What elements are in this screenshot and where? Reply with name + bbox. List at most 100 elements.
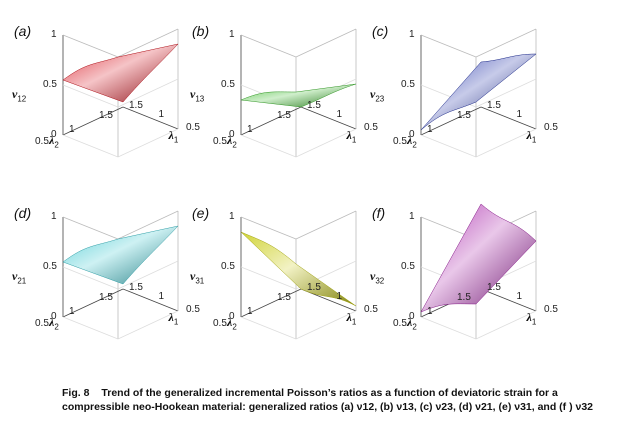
axis-line (62, 34, 119, 58)
lambda1-tick-label: 1 (516, 291, 523, 302)
axis-line (295, 28, 357, 58)
surface (62, 43, 179, 103)
lambda2-axis-label: λ2 (407, 315, 417, 332)
lambda2-tick-label: 0.5 (213, 136, 227, 147)
lambda1-tick-label: 0.5 (364, 122, 378, 133)
lambda2-tick-label: 1 (69, 306, 75, 317)
axis-line (300, 106, 357, 130)
lambda2-tick-label: 1 (247, 124, 253, 135)
surface (62, 225, 179, 285)
axis-line (475, 78, 537, 108)
z-tick-label: 0 (51, 129, 57, 140)
axis-line (62, 106, 124, 136)
lambda2-tick-label: 1.5 (277, 110, 291, 121)
axis-line (62, 216, 119, 240)
axis-line (240, 106, 302, 136)
axis-line (117, 260, 179, 290)
lambda2-tick-label: 1.5 (99, 110, 113, 121)
z-axis-label-subscript: 31 (195, 276, 205, 286)
surface (420, 53, 537, 131)
lambda2-axis-label: λ2 (227, 133, 237, 150)
axis-line (480, 106, 537, 130)
lambda2-tick-label: 0.5 (35, 318, 49, 329)
lambda2-tick-label: 1 (247, 306, 253, 317)
lambda1-tick-label: 0.5 (544, 122, 558, 133)
z-tick-label: 1 (51, 29, 57, 40)
panel-a: (a) ν12 0 0.5 1 0.5 1 1.5 1.5 1 0.5 λ2 λ1 (12, 23, 233, 205)
lambda2-subscript: 2 (54, 140, 59, 150)
axis-line (240, 288, 302, 318)
lambda2-subscript: 2 (412, 140, 417, 150)
axis-line (62, 134, 119, 158)
z-tick-label: 0.5 (43, 79, 57, 90)
lambda1-axis-label: λ1 (346, 310, 357, 327)
z-tick-label: 0.5 (401, 79, 415, 90)
lambda1-axis-label: λ1 (346, 128, 357, 145)
surface-plot (62, 210, 179, 340)
lambda1-subscript: 1 (531, 317, 537, 327)
panel-e: (e) ν31 0 0.5 1 0.5 1 1.5 1.5 1 0.5 λ2 λ1 (190, 205, 411, 387)
axis-line (62, 288, 124, 318)
lambda1-axis-label: λ1 (526, 128, 537, 145)
lambda1-tick-label: 1.5 (307, 100, 321, 111)
lambda1-tick-label: 0.5 (544, 304, 558, 315)
lambda2-subscript: 2 (232, 322, 237, 332)
z-axis-label: ν23 (370, 87, 385, 104)
lambda2-tick-label: 1 (427, 306, 433, 317)
axis-line (122, 288, 179, 312)
axis-line (62, 316, 119, 340)
lambda1-subscript: 1 (173, 135, 179, 145)
axis-line (420, 34, 477, 58)
axis-line (420, 134, 477, 158)
lambda1-subscript: 1 (351, 135, 357, 145)
lambda1-tick-label: 1.5 (307, 282, 321, 293)
lambda2-tick-label: 1.5 (277, 292, 291, 303)
panel-f: (f) ν32 0 0.5 1 0.5 1 1.5 1.5 1 0.5 λ2 λ1 (370, 203, 591, 387)
axis-line (240, 316, 297, 340)
lambda2-subscript: 2 (412, 322, 417, 332)
z-axis-label: ν31 (190, 269, 205, 286)
axis-line (62, 84, 119, 108)
axis-line (117, 210, 179, 240)
surface (420, 203, 537, 313)
lambda2-axis-label: λ2 (49, 315, 59, 332)
lambda2-axis-label: λ2 (49, 133, 59, 150)
lambda1-tick-label: 1.5 (129, 282, 143, 293)
lambda1-tick-label: 0.5 (364, 304, 378, 315)
axis-line (122, 106, 179, 130)
z-tick-label: 1 (229, 211, 235, 222)
axis-line (240, 34, 297, 58)
panel-d: (d) ν21 0 0.5 1 0.5 1 1.5 1.5 1 0.5 λ2 λ1 (12, 205, 233, 387)
lambda2-tick-label: 1.5 (457, 292, 471, 303)
axis-line (295, 310, 357, 340)
lambda1-tick-label: 1 (158, 109, 165, 120)
lambda2-tick-label: 0.5 (35, 136, 49, 147)
lambda2-tick-label: 0.5 (213, 318, 227, 329)
lambda1-axis-label: λ1 (168, 128, 179, 145)
axis-line (117, 128, 179, 158)
axis-line (475, 128, 537, 158)
z-axis-label: ν13 (190, 87, 205, 104)
axis-line (420, 106, 482, 136)
lambda1-tick-label: 1.5 (487, 282, 501, 293)
caption-text: Trend of the generalized incremental Poi… (62, 387, 594, 413)
lambda1-tick-label: 0.5 (186, 122, 200, 133)
lambda1-axis-label: λ1 (168, 310, 179, 327)
z-tick-label: 1 (229, 29, 235, 40)
axis-line (475, 28, 537, 58)
lambda2-axis-label: λ2 (407, 133, 417, 150)
z-tick-label: 1 (51, 211, 57, 222)
z-tick-label: 0 (51, 311, 57, 322)
lambda2-tick-label: 0.5 (393, 136, 407, 147)
z-tick-label: 0.5 (221, 261, 235, 272)
axis-line (117, 78, 179, 108)
lambda2-tick-label: 1 (69, 124, 75, 135)
z-axis-label: ν32 (370, 269, 385, 286)
lambda1-tick-label: 1 (516, 109, 523, 120)
z-tick-label: 1 (409, 29, 415, 40)
axis-line (62, 266, 119, 290)
z-tick-label: 0.5 (401, 261, 415, 272)
panel-label: (a) (14, 23, 32, 39)
lambda1-tick-label: 1 (336, 291, 343, 302)
lambda2-tick-label: 1.5 (457, 110, 471, 121)
